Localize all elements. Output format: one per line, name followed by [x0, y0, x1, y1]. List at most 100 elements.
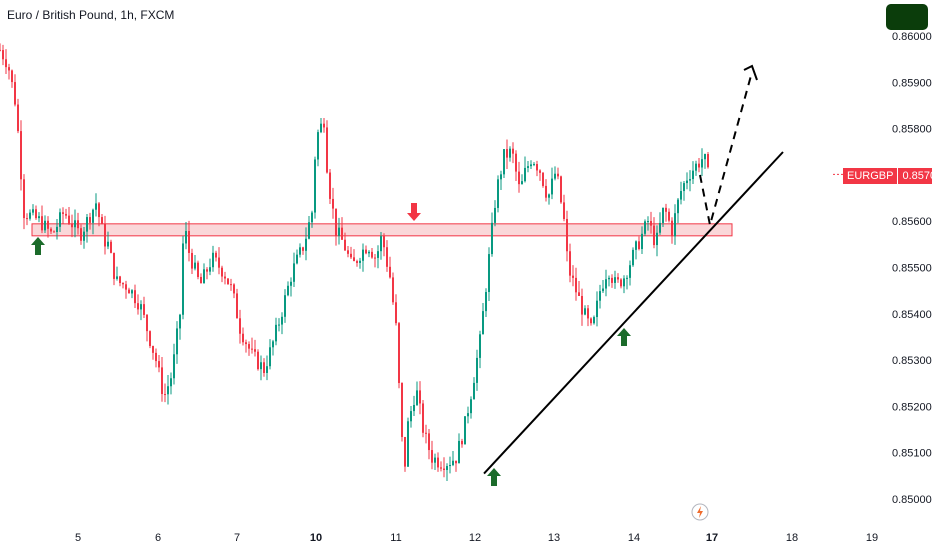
candle-body — [635, 241, 637, 250]
candle-body — [371, 251, 373, 258]
candle-body — [32, 209, 34, 213]
candle-body — [200, 276, 202, 284]
candle-body — [290, 281, 292, 286]
candle-body — [497, 179, 499, 208]
x-tick-label: 7 — [234, 532, 240, 544]
resistance-zone — [31, 223, 733, 237]
candle-body — [266, 366, 268, 373]
candle-body — [416, 390, 418, 405]
candle-body — [17, 104, 19, 132]
x-tick-label: 12 — [469, 532, 481, 544]
candle-body — [383, 236, 385, 248]
candle-body — [110, 241, 112, 253]
candle-body — [344, 239, 346, 251]
y-tick-label: 0.85600 — [892, 216, 932, 228]
candle-body — [539, 170, 541, 173]
candle-body — [332, 198, 334, 209]
candle-body — [659, 222, 661, 233]
candle-body — [458, 440, 460, 464]
candle-body — [368, 251, 370, 254]
candle-body — [2, 50, 4, 60]
y-tick-label: 0.85000 — [892, 494, 932, 506]
x-tick-label: 14 — [628, 532, 640, 544]
candle-body — [206, 269, 208, 272]
candle-body — [608, 277, 610, 280]
candle-body — [80, 228, 82, 241]
candle-body — [665, 207, 667, 212]
candle-body — [113, 252, 115, 279]
price-tag-symbol: EURGBP — [843, 168, 898, 184]
candle-body — [269, 347, 271, 367]
candle-body — [473, 382, 475, 400]
candle-body — [398, 323, 400, 384]
candle-body — [509, 148, 511, 158]
candle-body — [656, 232, 658, 246]
candle-body — [245, 342, 247, 345]
chart-extras — [691, 173, 843, 521]
candle-body — [164, 394, 166, 396]
candle-body — [395, 302, 397, 324]
candle-body — [455, 460, 457, 464]
candle-body — [302, 247, 304, 251]
candle-body — [170, 378, 172, 387]
candle-body — [545, 185, 547, 198]
candle-body — [0, 49, 1, 51]
candle-body — [137, 303, 139, 310]
candle-body — [221, 267, 223, 277]
candle-body — [353, 257, 355, 262]
candle-body — [677, 199, 679, 214]
candle-body — [644, 221, 646, 234]
candle-body — [305, 238, 307, 251]
candle-body — [248, 344, 250, 349]
candle-body — [62, 212, 64, 214]
candle-body — [704, 154, 706, 160]
x-tick-label: 10 — [310, 532, 322, 544]
candle-body — [326, 127, 328, 173]
candle-body — [581, 295, 583, 315]
candle-body — [47, 220, 49, 229]
candle-body — [272, 341, 274, 348]
candle-body — [98, 203, 100, 218]
candle-body — [443, 468, 445, 471]
last-price-tag: EURGBP 0.85701 — [843, 168, 932, 184]
candle-body — [512, 148, 514, 154]
candle-body — [29, 212, 31, 219]
candle-body — [359, 260, 361, 263]
candle-body — [491, 222, 493, 255]
candle-body — [44, 220, 46, 231]
candle-body — [254, 349, 256, 352]
lightning-bolt-icon — [697, 506, 703, 518]
projection-arrowhead — [743, 64, 758, 81]
chart-title: Euro / British Pound, 1h, FXCM — [7, 8, 175, 22]
candle-body — [188, 231, 190, 253]
candle-body — [599, 291, 601, 301]
candle-body — [131, 290, 133, 294]
candle-body — [77, 220, 79, 229]
account-badge[interactable] — [886, 4, 928, 30]
candle-body — [182, 243, 184, 315]
candle-body — [434, 457, 436, 463]
candle-body — [317, 132, 319, 160]
candle-body — [650, 221, 652, 226]
candle-body — [392, 277, 394, 303]
candle-body — [155, 352, 157, 362]
y-tick-label: 0.85500 — [892, 263, 932, 275]
candle-body — [632, 249, 634, 266]
candle-body — [623, 278, 625, 287]
candle-body — [263, 362, 265, 373]
candle-body — [212, 252, 214, 268]
candle-body — [230, 284, 232, 286]
candle-body — [602, 288, 604, 292]
candle-body — [341, 227, 343, 240]
y-tick-label: 0.85200 — [892, 401, 932, 413]
candle-body — [548, 194, 550, 198]
candle-body — [74, 220, 76, 228]
signal-arrows — [31, 203, 631, 486]
candle-body — [191, 252, 193, 269]
candle-body — [698, 163, 700, 168]
candle-body — [452, 460, 454, 466]
candle-body — [260, 362, 262, 370]
candle-body — [401, 383, 403, 437]
candle-body — [209, 267, 211, 272]
